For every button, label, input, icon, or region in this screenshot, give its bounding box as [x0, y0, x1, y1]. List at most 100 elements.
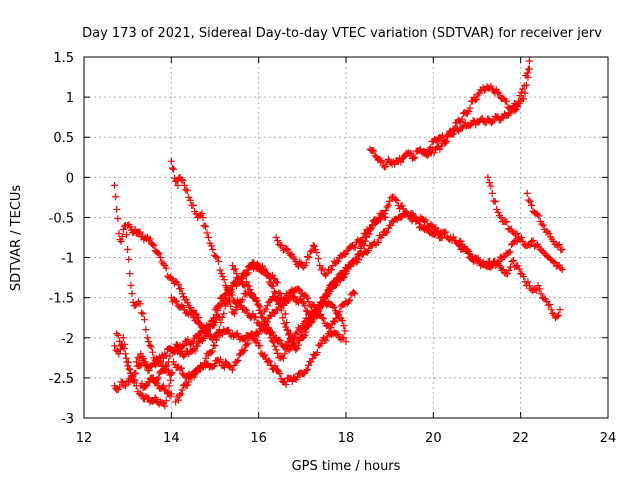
x-tick-label: 22	[512, 431, 529, 446]
data-point	[533, 210, 541, 218]
y-axis-label: SDTVAR / TECUs	[9, 185, 24, 292]
data-point	[342, 338, 350, 346]
data-point	[322, 271, 330, 279]
data-point	[211, 342, 219, 350]
data-point	[383, 203, 391, 211]
data-point	[174, 281, 182, 289]
data-point	[262, 318, 270, 326]
data-point	[113, 205, 121, 213]
data-point	[136, 300, 144, 308]
data-point	[346, 296, 354, 304]
data-point	[252, 313, 260, 321]
data-point	[342, 250, 350, 258]
data-point	[494, 113, 502, 121]
data-point	[168, 369, 176, 377]
y-tick-label: -3	[61, 412, 74, 427]
data-point	[159, 260, 167, 268]
data-point	[397, 158, 405, 166]
data-point	[274, 237, 282, 245]
data-point	[255, 302, 263, 310]
data-point	[174, 396, 182, 404]
data-point	[244, 339, 252, 347]
data-point	[159, 382, 167, 390]
data-point	[387, 221, 395, 229]
data-point	[458, 240, 466, 248]
data-point	[162, 264, 170, 272]
data-point	[215, 326, 223, 334]
data-point	[185, 378, 193, 386]
data-point	[498, 114, 506, 122]
data-point	[430, 149, 438, 157]
data-point	[525, 65, 533, 73]
data-point	[188, 339, 196, 347]
data-point	[268, 337, 276, 345]
data-point	[368, 221, 376, 229]
data-point	[178, 176, 186, 184]
data-point	[282, 380, 290, 388]
data-point	[231, 310, 239, 318]
data-point	[503, 218, 511, 226]
data-point	[122, 354, 130, 362]
data-point	[523, 69, 531, 77]
data-point	[172, 177, 180, 185]
data-point	[499, 254, 507, 262]
y-tick-label: 0	[66, 171, 74, 186]
data-point	[513, 230, 521, 238]
data-point	[490, 197, 498, 205]
data-point	[168, 164, 176, 172]
data-point	[220, 363, 228, 371]
data-point	[281, 310, 289, 318]
data-point	[228, 366, 236, 374]
data-point	[236, 302, 244, 310]
data-point	[508, 258, 516, 266]
data-point	[283, 319, 291, 327]
data-point	[119, 225, 127, 233]
data-point	[193, 368, 201, 376]
data-point	[263, 270, 271, 278]
data-point	[189, 338, 197, 346]
data-point	[514, 102, 522, 110]
data-point	[198, 209, 206, 217]
data-point	[119, 334, 127, 342]
data-point	[511, 107, 519, 115]
data-point	[161, 386, 169, 394]
data-point	[217, 356, 225, 364]
data-point	[344, 298, 352, 306]
data-point	[194, 342, 202, 350]
data-point	[442, 228, 450, 236]
data-point	[167, 370, 175, 378]
data-point	[120, 344, 128, 352]
data-point	[302, 328, 310, 336]
data-point	[209, 246, 217, 254]
x-tick-label: 12	[76, 431, 93, 446]
data-point	[519, 85, 527, 93]
chart-title: Day 173 of 2021, Sidereal Day-to-day VTE…	[82, 26, 602, 41]
data-point	[209, 362, 217, 370]
data-point	[359, 234, 367, 242]
data-point	[271, 362, 279, 370]
data-point	[180, 341, 188, 349]
data-point	[279, 314, 287, 322]
data-point	[520, 273, 528, 281]
data-point	[285, 290, 293, 298]
data-point	[137, 390, 145, 398]
data-point	[317, 340, 325, 348]
data-point	[319, 315, 327, 323]
data-point	[341, 327, 349, 335]
data-point	[167, 157, 175, 165]
data-point	[384, 201, 392, 209]
x-axis-label: GPS time / hours	[292, 459, 401, 474]
data-point	[277, 294, 285, 302]
data-point	[215, 257, 223, 265]
data-point	[272, 278, 280, 286]
data-point	[364, 246, 372, 254]
data-point	[525, 282, 533, 290]
data-point	[521, 89, 529, 97]
data-point	[547, 306, 555, 314]
data-point	[281, 350, 289, 358]
data-point	[140, 316, 148, 324]
data-point	[266, 358, 274, 366]
data-point	[218, 294, 226, 302]
data-point	[126, 270, 134, 278]
data-point	[327, 266, 335, 274]
